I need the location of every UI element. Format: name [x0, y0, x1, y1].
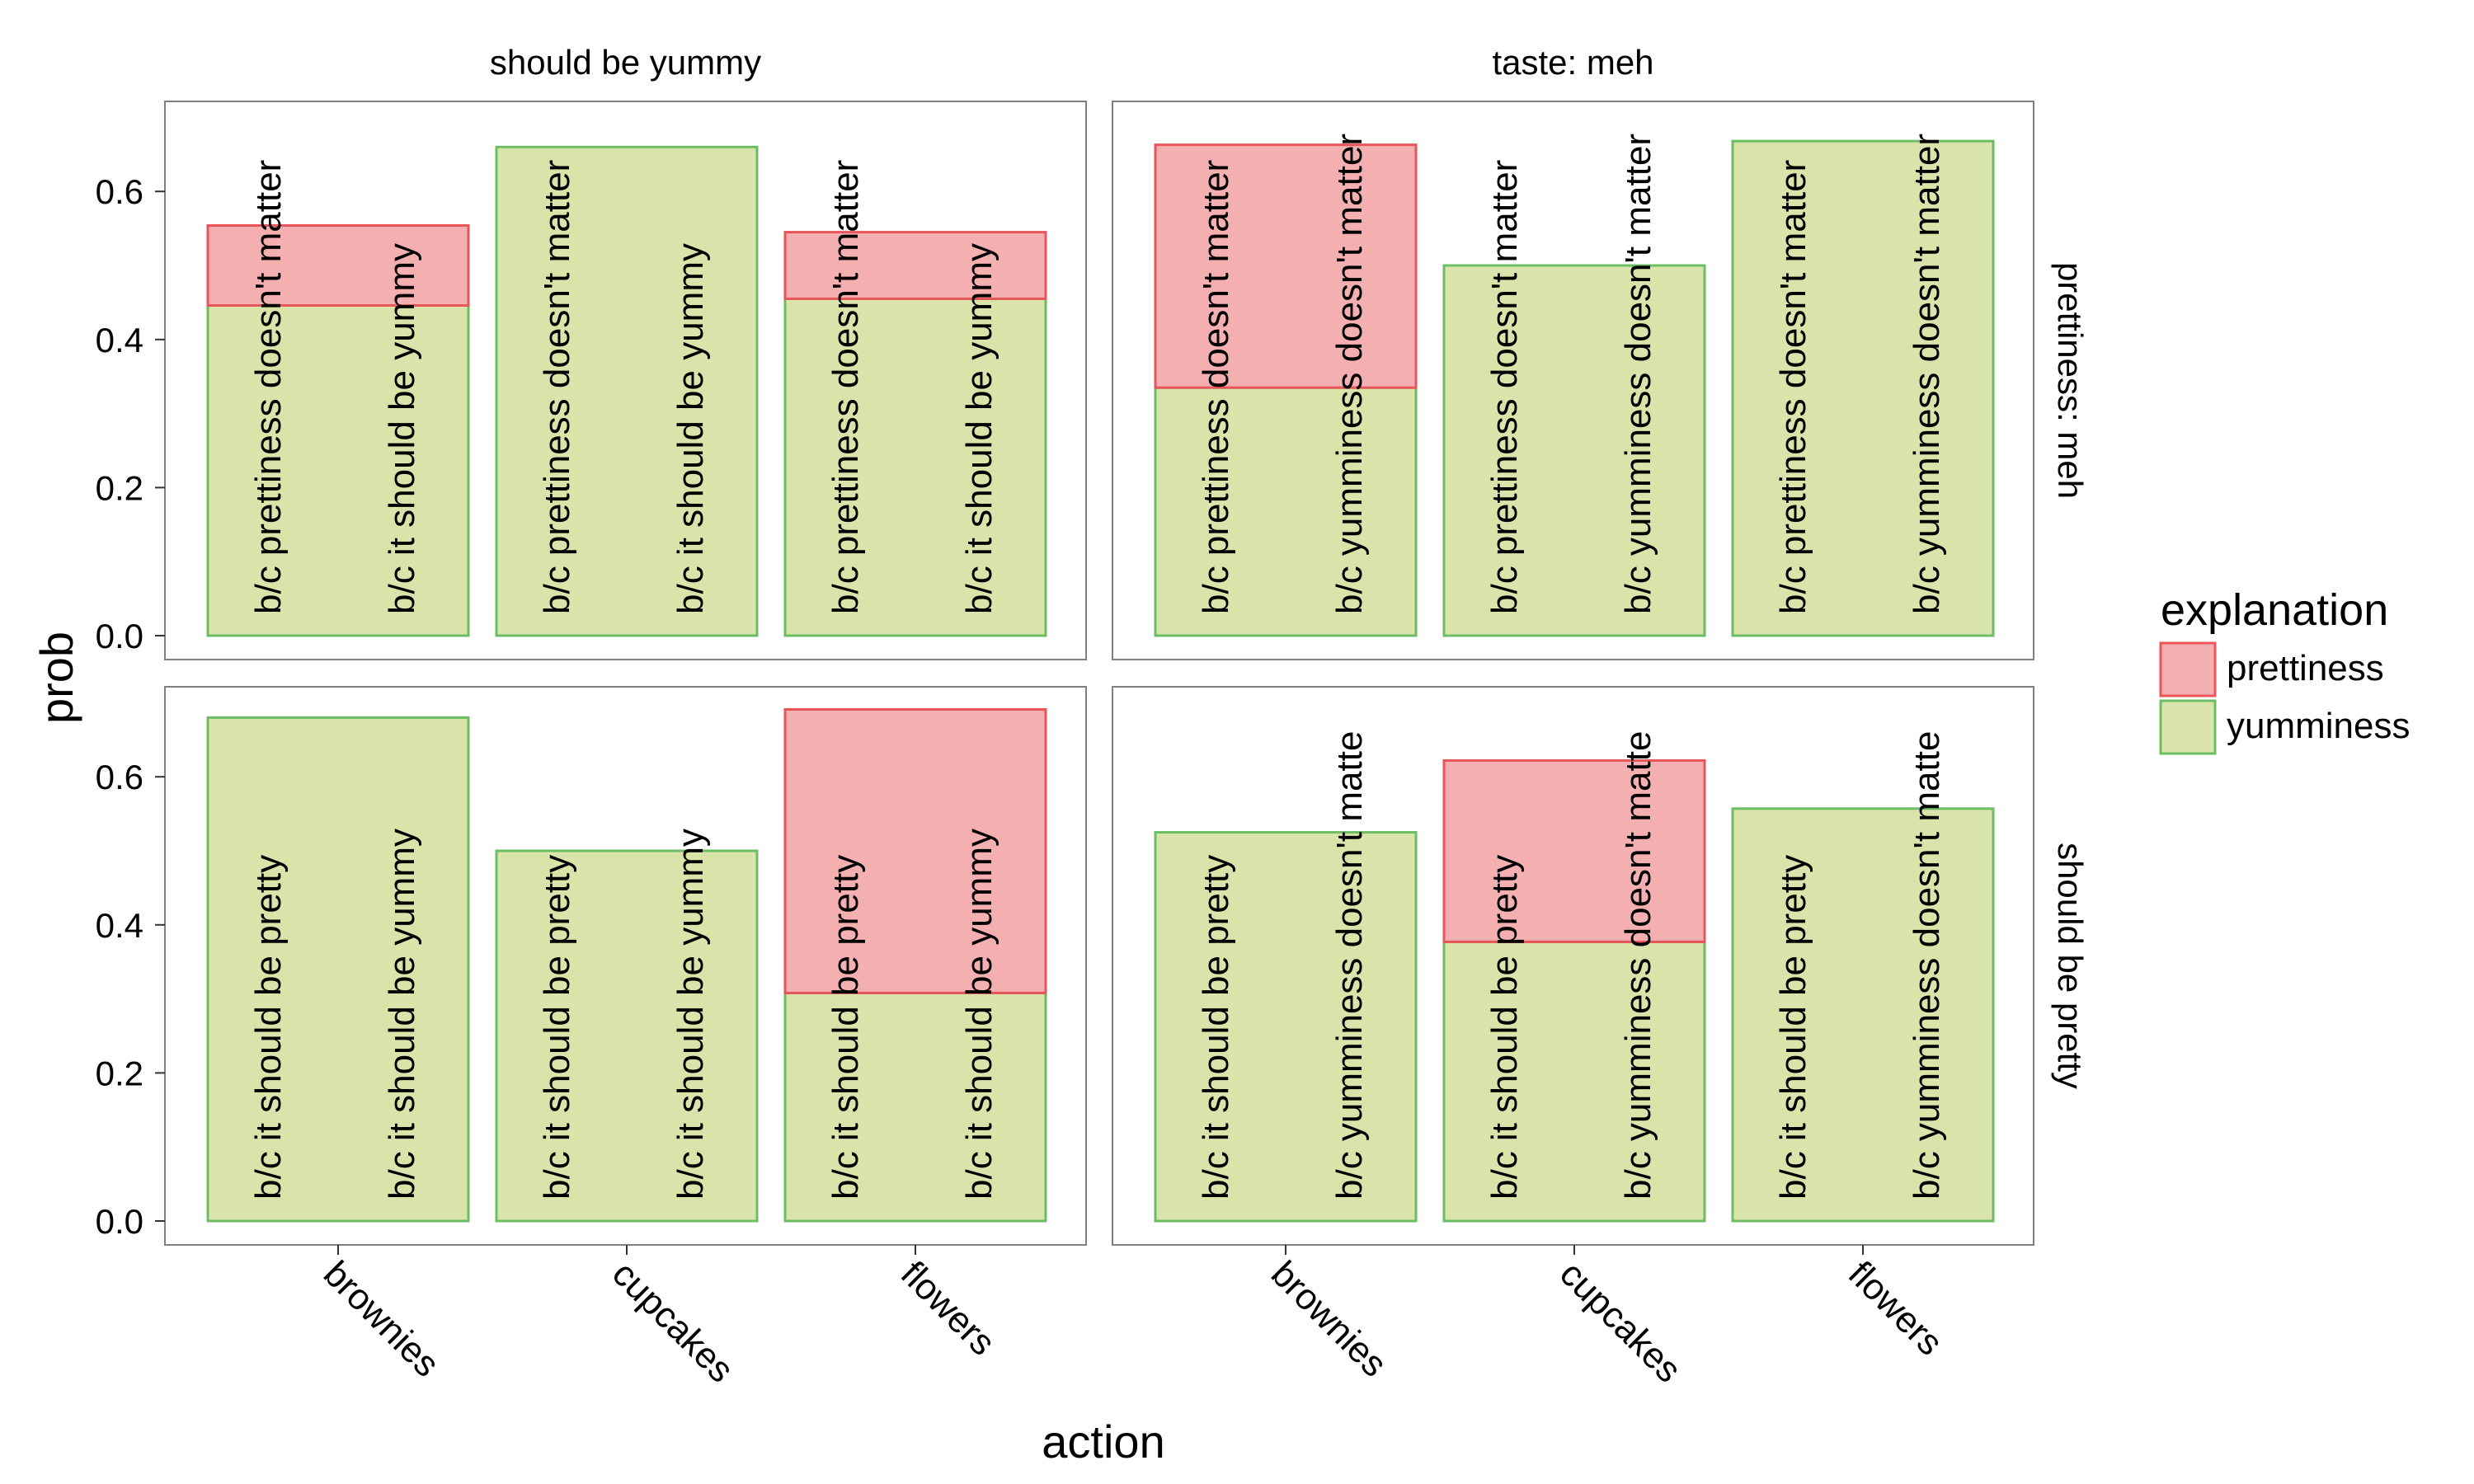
facet-panel: b/c prettiness doesn't matter b/c it shou…	[164, 101, 1087, 660]
col-strip-label: taste: meh	[1492, 43, 1653, 82]
x-tick-label: cupcakes	[604, 1253, 741, 1390]
bar-label: b/c it should be pretty	[1484, 855, 1525, 1200]
facet-panels: b/c prettiness doesn't matter b/c it shou…	[164, 101, 2034, 1246]
bar-label: b/c prettiness doesn't matter	[1196, 160, 1236, 614]
y-tick-label: 0.4	[96, 906, 143, 945]
bar-label: b/c yumminess doesn't matter	[1907, 134, 1947, 614]
bar-segment-yumminess	[1731, 139, 1995, 637]
y-tick-label: 0.2	[96, 468, 143, 507]
bar-label: b/c it should be pretty	[1773, 855, 1813, 1200]
y-tick-label: 0.2	[96, 1054, 143, 1092]
row-strip-label: should be pretty	[2051, 843, 2090, 1089]
row-strip-label: prettiness: meh	[2051, 262, 2090, 499]
bar-segment-yumminess	[783, 991, 1047, 1223]
bar-segment-prettiness	[783, 707, 1047, 994]
facet-panel: b/c it should be pretty b/c it should be …	[164, 686, 1087, 1246]
bar-segment-yumminess	[206, 303, 470, 637]
bar-segment-yumminess	[1154, 386, 1418, 637]
bar-segment-yumminess	[1731, 807, 1995, 1223]
bar-label: b/c it should be pretty	[825, 855, 866, 1200]
y-axis-title: prob	[31, 632, 82, 724]
bar-label: b/c yumminess doesn't matter	[1329, 134, 1370, 614]
facet-strips: should be yummy taste: meh prettiness: meh…	[490, 43, 2090, 1089]
bar-label: b/c it should be pretty	[248, 855, 289, 1200]
bar-label: b/c it should be pretty	[1196, 855, 1236, 1200]
bar-segment-prettiness	[783, 231, 1047, 300]
bar-label: b/c yumminess doesn't matte	[1618, 731, 1658, 1200]
bar-label: b/c it should be yummy	[382, 243, 422, 614]
bar-label: b/c it should be yummy	[670, 243, 711, 614]
x-axis-title: action	[1042, 1416, 1164, 1468]
bar-segment-yumminess	[206, 716, 470, 1223]
legend-label-prettiness: prettiness	[2227, 648, 2384, 688]
bar-segment-prettiness	[1442, 758, 1706, 943]
legend-key-prettiness	[2159, 641, 2217, 697]
bar-label: b/c prettiness doesn't matter	[1773, 160, 1813, 614]
bar-label: b/c it should be yummy	[382, 829, 422, 1200]
x-tick-label: cupcakes	[1552, 1253, 1689, 1390]
bar-label: b/c it should be yummy	[959, 243, 999, 614]
y-tick-label: 0.0	[96, 1202, 143, 1241]
y-tick-label: 0.4	[96, 321, 143, 359]
bar-label: b/c yumminess doesn't matter	[1618, 134, 1658, 614]
legend-label-yumminess: yumminess	[2227, 706, 2411, 746]
x-tick-label: brownies	[316, 1253, 447, 1384]
bar-label: b/c prettiness doesn't matter	[537, 160, 577, 614]
y-tick-label: 0.6	[96, 758, 143, 796]
bar-segment-yumminess	[1154, 831, 1418, 1223]
x-tick-label: flowers	[1841, 1253, 1950, 1363]
legend: explanation prettiness yumminess	[2159, 585, 2411, 755]
bar-label: b/c yumminess doesn't matte	[1329, 731, 1370, 1200]
x-tick-label: flowers	[893, 1253, 1003, 1363]
bar-label: b/c prettiness doesn't matter	[248, 160, 289, 614]
facet-panel: b/c prettiness doesn't matter b/c yummine…	[1112, 101, 2034, 660]
bar-segment-yumminess	[1442, 264, 1706, 637]
y-tick-label: 0.0	[96, 617, 143, 655]
bar-label: b/c yumminess doesn't matte	[1907, 731, 1947, 1200]
bar-segment-yumminess	[1442, 940, 1706, 1223]
bar-label: b/c it should be pretty	[537, 855, 577, 1200]
bar-segment-yumminess	[783, 297, 1047, 637]
bar-segment-yumminess	[495, 849, 759, 1223]
facet-panel: b/c it should be pretty b/c yumminess doe…	[1112, 686, 2034, 1246]
bar-label: b/c prettiness doesn't matter	[1484, 160, 1525, 614]
legend-key-yumminess	[2159, 699, 2217, 755]
y-tick-label: 0.6	[96, 172, 143, 211]
bar-segment-prettiness	[206, 224, 470, 307]
bar-label: b/c it should be yummy	[670, 829, 711, 1200]
col-strip-label: should be yummy	[490, 43, 761, 82]
bar-label: b/c it should be yummy	[959, 829, 999, 1200]
bar-segment-yumminess	[495, 145, 759, 637]
bar-segment-prettiness	[1154, 143, 1418, 389]
legend-title: explanation	[2161, 585, 2388, 635]
bar-label: b/c prettiness doesn't matter	[825, 160, 866, 614]
x-tick-label: brownies	[1263, 1253, 1395, 1384]
